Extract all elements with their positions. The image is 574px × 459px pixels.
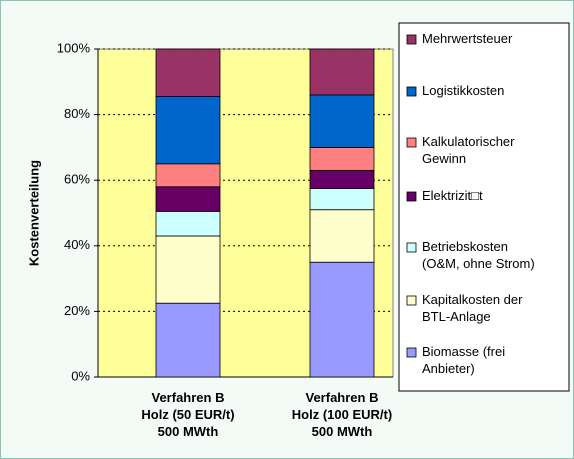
legend-label: Kapitalkosten der BTL-Anlage xyxy=(422,292,523,324)
bar-segment xyxy=(155,163,221,188)
bar-segment xyxy=(155,302,221,378)
legend-swatch xyxy=(406,242,417,253)
bar-segment xyxy=(309,169,375,189)
bar-segment xyxy=(309,261,375,378)
bar-segment xyxy=(155,235,221,304)
bar-segment xyxy=(155,48,221,97)
y-tick-label: 0% xyxy=(71,368,90,383)
y-tick-label: 40% xyxy=(64,237,90,252)
y-axis-title: Kostenverteilung xyxy=(26,160,41,266)
bar-segment xyxy=(309,187,375,211)
legend-swatch xyxy=(406,347,417,358)
legend-label: Betriebskosten (O&M, ohne Strom) xyxy=(422,239,535,271)
y-tick-label: 20% xyxy=(64,303,90,318)
y-tick-label: 100% xyxy=(57,40,91,55)
bar-segment xyxy=(309,209,375,263)
legend-label: Elektrizit□t xyxy=(422,188,483,203)
y-tick-label: 80% xyxy=(64,106,90,121)
bar-segment xyxy=(309,146,375,171)
x-tick-label: Verfahren B Holz (50 EUR/t) 500 MWth xyxy=(141,390,235,439)
y-tick-label: 60% xyxy=(64,172,90,187)
bar-segment xyxy=(309,48,375,96)
legend-swatch xyxy=(406,295,417,306)
legend-swatch xyxy=(406,191,417,202)
bar-segment xyxy=(155,210,221,237)
legend-label: Mehrwertsteuer xyxy=(422,31,513,46)
legend-swatch xyxy=(406,86,417,97)
bar-segment xyxy=(309,94,375,148)
legend-swatch xyxy=(406,34,417,45)
legend-label: Kalkulatorischer Gewinn xyxy=(422,134,515,166)
legend-label: Biomasse (frei Anbieter) xyxy=(422,344,506,376)
bar-segment xyxy=(155,186,221,212)
x-tick-label: Verfahren B Holz (100 EUR/t) 500 MWth xyxy=(291,390,393,439)
legend-label: Logistikkosten xyxy=(422,83,505,98)
legend-swatch xyxy=(406,137,417,148)
legend-box xyxy=(398,22,570,392)
bar-segment xyxy=(155,96,221,165)
